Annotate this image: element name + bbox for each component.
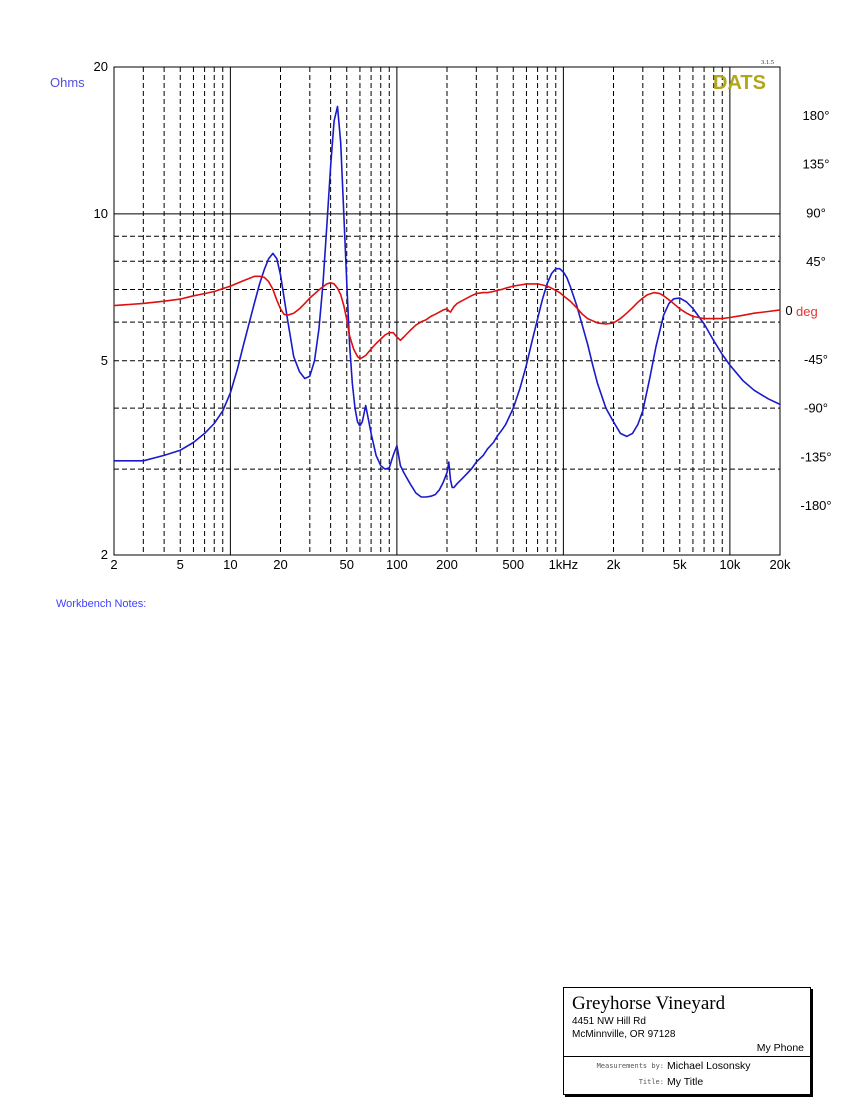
y-right-tick-label: 0 — [785, 303, 792, 318]
x-tick-label: 10 — [223, 557, 237, 572]
title-block-divider — [564, 1056, 810, 1057]
plot-frame — [113, 66, 781, 556]
x-tick-label: 500 — [502, 557, 524, 572]
y-left-tick-label: 10 — [94, 206, 108, 221]
chart-series — [113, 105, 781, 498]
x-tick-label: 200 — [436, 557, 458, 572]
x-tick-label: 2 — [110, 557, 117, 572]
y-right-tick-label: -45° — [804, 352, 828, 367]
x-tick-label: 50 — [340, 557, 354, 572]
y-left-axis-label: Ohms — [50, 75, 85, 90]
y-right-axis-label: deg — [796, 304, 818, 319]
y-right-tick-label: -135° — [800, 449, 831, 464]
impedance-series-line — [113, 105, 781, 498]
x-tick-label: 100 — [386, 557, 408, 572]
x-tick-label: 10k — [719, 557, 740, 572]
y-left-tick-label: 5 — [101, 353, 108, 368]
x-tick-label: 5k — [673, 557, 687, 572]
x-tick-label: 20 — [273, 557, 287, 572]
project-name: My Phone — [756, 1042, 804, 1054]
x-tick-label: 1kHz — [549, 557, 579, 572]
y-right-tick-label: 135° — [803, 157, 830, 172]
y-right-tick-label: 90° — [806, 205, 826, 220]
x-tick-label: 2k — [607, 557, 621, 572]
phase-series-line — [113, 275, 781, 360]
y-right-tick-label: 45° — [806, 254, 826, 269]
measured-by-value: Michael Losonsky — [667, 1060, 751, 1072]
x-tick-label: 5 — [177, 557, 184, 572]
y-left-tick-label: 20 — [94, 59, 108, 74]
y-right-tick-label: -180° — [800, 498, 831, 513]
chart-tick-labels: 2 5 10 20 50 100 200 500 1kHz 2k 5k 10k 20k 20 10 5 2 180… — [94, 59, 832, 572]
x-tick-label: 20k — [770, 557, 791, 572]
y-left-tick-label: 2 — [101, 547, 108, 562]
version-label: 3.1.5 — [761, 59, 774, 66]
y-right-tick-label: 180° — [803, 108, 830, 123]
title-label: Title: — [638, 1078, 664, 1086]
title-value: My Title — [667, 1076, 704, 1088]
measured-by-label: Measurements by: — [596, 1062, 664, 1070]
chart-grid — [114, 67, 780, 555]
title-block: Greyhorse Vineyard 4451 NW Hill Rd McMin… — [563, 987, 811, 1095]
address-line-1: 4451 NW Hill Rd — [572, 1016, 646, 1027]
y-right-tick-label: -90° — [804, 401, 828, 416]
company-name: Greyhorse Vineyard — [572, 993, 726, 1014]
workbench-notes-label: Workbench Notes: — [56, 598, 147, 610]
dats-logo: DATS — [713, 72, 766, 94]
address-line-2: McMinnville, OR 97128 — [572, 1029, 676, 1040]
